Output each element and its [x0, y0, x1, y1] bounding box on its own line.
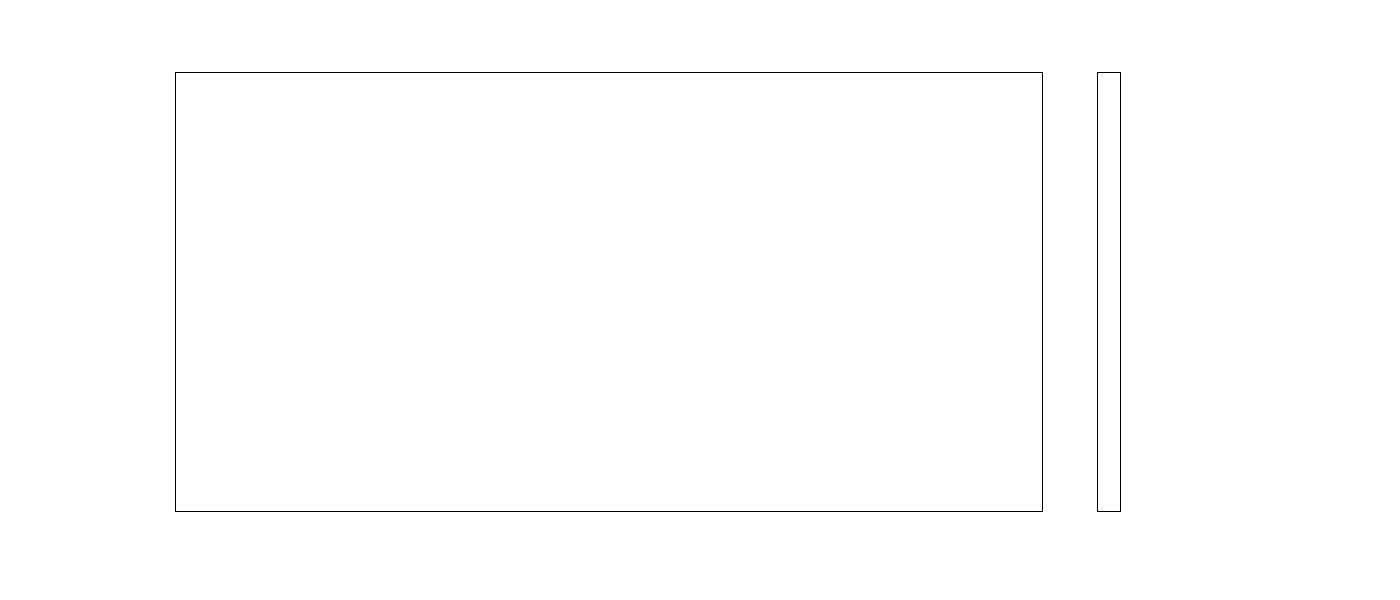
colorbar: [1097, 72, 1121, 512]
plot-area: [175, 72, 1043, 512]
